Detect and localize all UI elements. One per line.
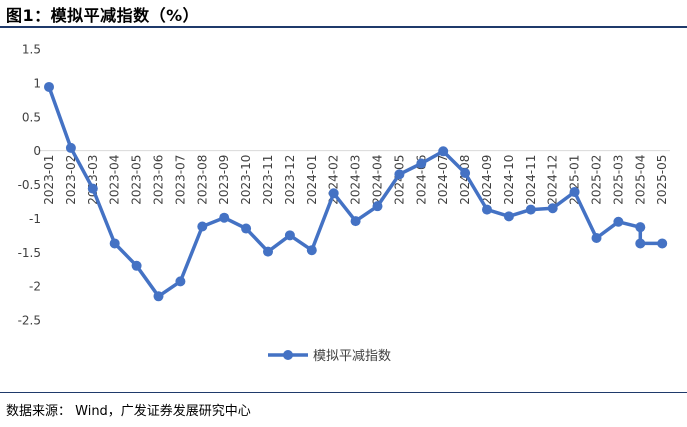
data-point bbox=[306, 245, 317, 256]
data-point bbox=[65, 142, 76, 153]
data-point bbox=[591, 233, 602, 244]
x-tick-label: 2024-01 bbox=[305, 155, 319, 205]
data-point bbox=[263, 246, 273, 257]
x-tick-label: 2023-09 bbox=[217, 155, 231, 205]
legend-marker bbox=[283, 350, 293, 360]
footer-divider bbox=[0, 392, 687, 393]
data-point bbox=[175, 276, 186, 287]
data-point bbox=[284, 230, 295, 241]
data-point bbox=[438, 146, 449, 157]
y-tick-label: 1 bbox=[33, 76, 41, 90]
data-point bbox=[241, 223, 252, 234]
data-point bbox=[219, 212, 230, 223]
series-line bbox=[47, 85, 664, 299]
chart-title: 图1：模拟平减指数（%） bbox=[6, 6, 200, 25]
x-tick-label: 2023-08 bbox=[195, 155, 209, 205]
x-tick-label: 2025-05 bbox=[655, 155, 669, 205]
data-point bbox=[87, 183, 98, 194]
data-point bbox=[350, 216, 361, 227]
y-tick-label: 1.5 bbox=[22, 43, 41, 57]
y-tick-label: -1.5 bbox=[18, 246, 41, 260]
data-point bbox=[657, 238, 668, 249]
x-tick-label: 2024-04 bbox=[371, 155, 385, 205]
y-tick-label: -2.5 bbox=[18, 314, 41, 328]
data-point bbox=[635, 222, 646, 233]
data-point bbox=[525, 204, 536, 215]
y-tick-label: -0.5 bbox=[18, 178, 41, 192]
data-point bbox=[153, 291, 164, 302]
x-tick-label: 2025-03 bbox=[611, 155, 625, 205]
data-point bbox=[416, 158, 427, 169]
x-tick-label: 2023-05 bbox=[130, 155, 144, 205]
x-tick-label: 2025-04 bbox=[633, 155, 647, 205]
x-tick-label: 2023-03 bbox=[86, 155, 100, 205]
data-point bbox=[482, 204, 492, 215]
source-note: 数据来源： Wind，广发证券发展研究中心 bbox=[6, 404, 251, 419]
data-point bbox=[394, 169, 405, 180]
data-point bbox=[372, 201, 383, 212]
data-point bbox=[328, 188, 339, 199]
y-tick-label: -1 bbox=[29, 212, 41, 226]
x-tick-label: 2023-11 bbox=[261, 155, 275, 205]
data-point bbox=[460, 167, 471, 178]
x-tick-label: 2023-12 bbox=[283, 155, 297, 205]
x-tick-label: 2024-10 bbox=[502, 155, 516, 205]
data-point bbox=[635, 238, 646, 249]
x-tick-label: 2023-10 bbox=[239, 155, 253, 205]
data-point bbox=[109, 238, 120, 249]
x-tick-label: 2024-09 bbox=[480, 155, 494, 205]
x-tick-label: 2023-07 bbox=[173, 155, 187, 205]
data-point bbox=[131, 260, 142, 271]
x-tick-label: 2024-11 bbox=[524, 155, 538, 205]
data-point bbox=[503, 211, 514, 222]
y-tick-label: 0 bbox=[33, 144, 41, 158]
x-tick-label: 2024-03 bbox=[349, 155, 363, 205]
data-point bbox=[613, 216, 624, 227]
y-tick-label: -2 bbox=[29, 280, 41, 294]
data-point bbox=[569, 186, 580, 197]
data-point bbox=[547, 203, 558, 214]
data-point bbox=[44, 81, 54, 92]
x-tick-label: 2024-12 bbox=[546, 155, 560, 205]
y-tick-label: 0.5 bbox=[22, 110, 41, 124]
x-tick-label: 2023-02 bbox=[64, 155, 78, 205]
line-chart: 1.5 1 0.5 0 -0.5 -1 -1.5 -2 -2.5 2023-01 2023-02 2… bbox=[18, 43, 670, 364]
x-tick-label: 2024-07 bbox=[436, 155, 450, 205]
x-tick-label: 2025-02 bbox=[590, 155, 604, 205]
x-tick-label: 2023-06 bbox=[152, 155, 166, 205]
legend: 模拟平减指数 bbox=[268, 349, 391, 364]
data-point bbox=[197, 221, 208, 232]
x-tick-label: 2024-05 bbox=[392, 155, 406, 205]
legend-label: 模拟平减指数 bbox=[313, 349, 391, 364]
x-tick-label: 2023-01 bbox=[42, 155, 56, 205]
title-divider bbox=[0, 26, 687, 28]
x-tick-label: 2023-04 bbox=[108, 155, 122, 205]
